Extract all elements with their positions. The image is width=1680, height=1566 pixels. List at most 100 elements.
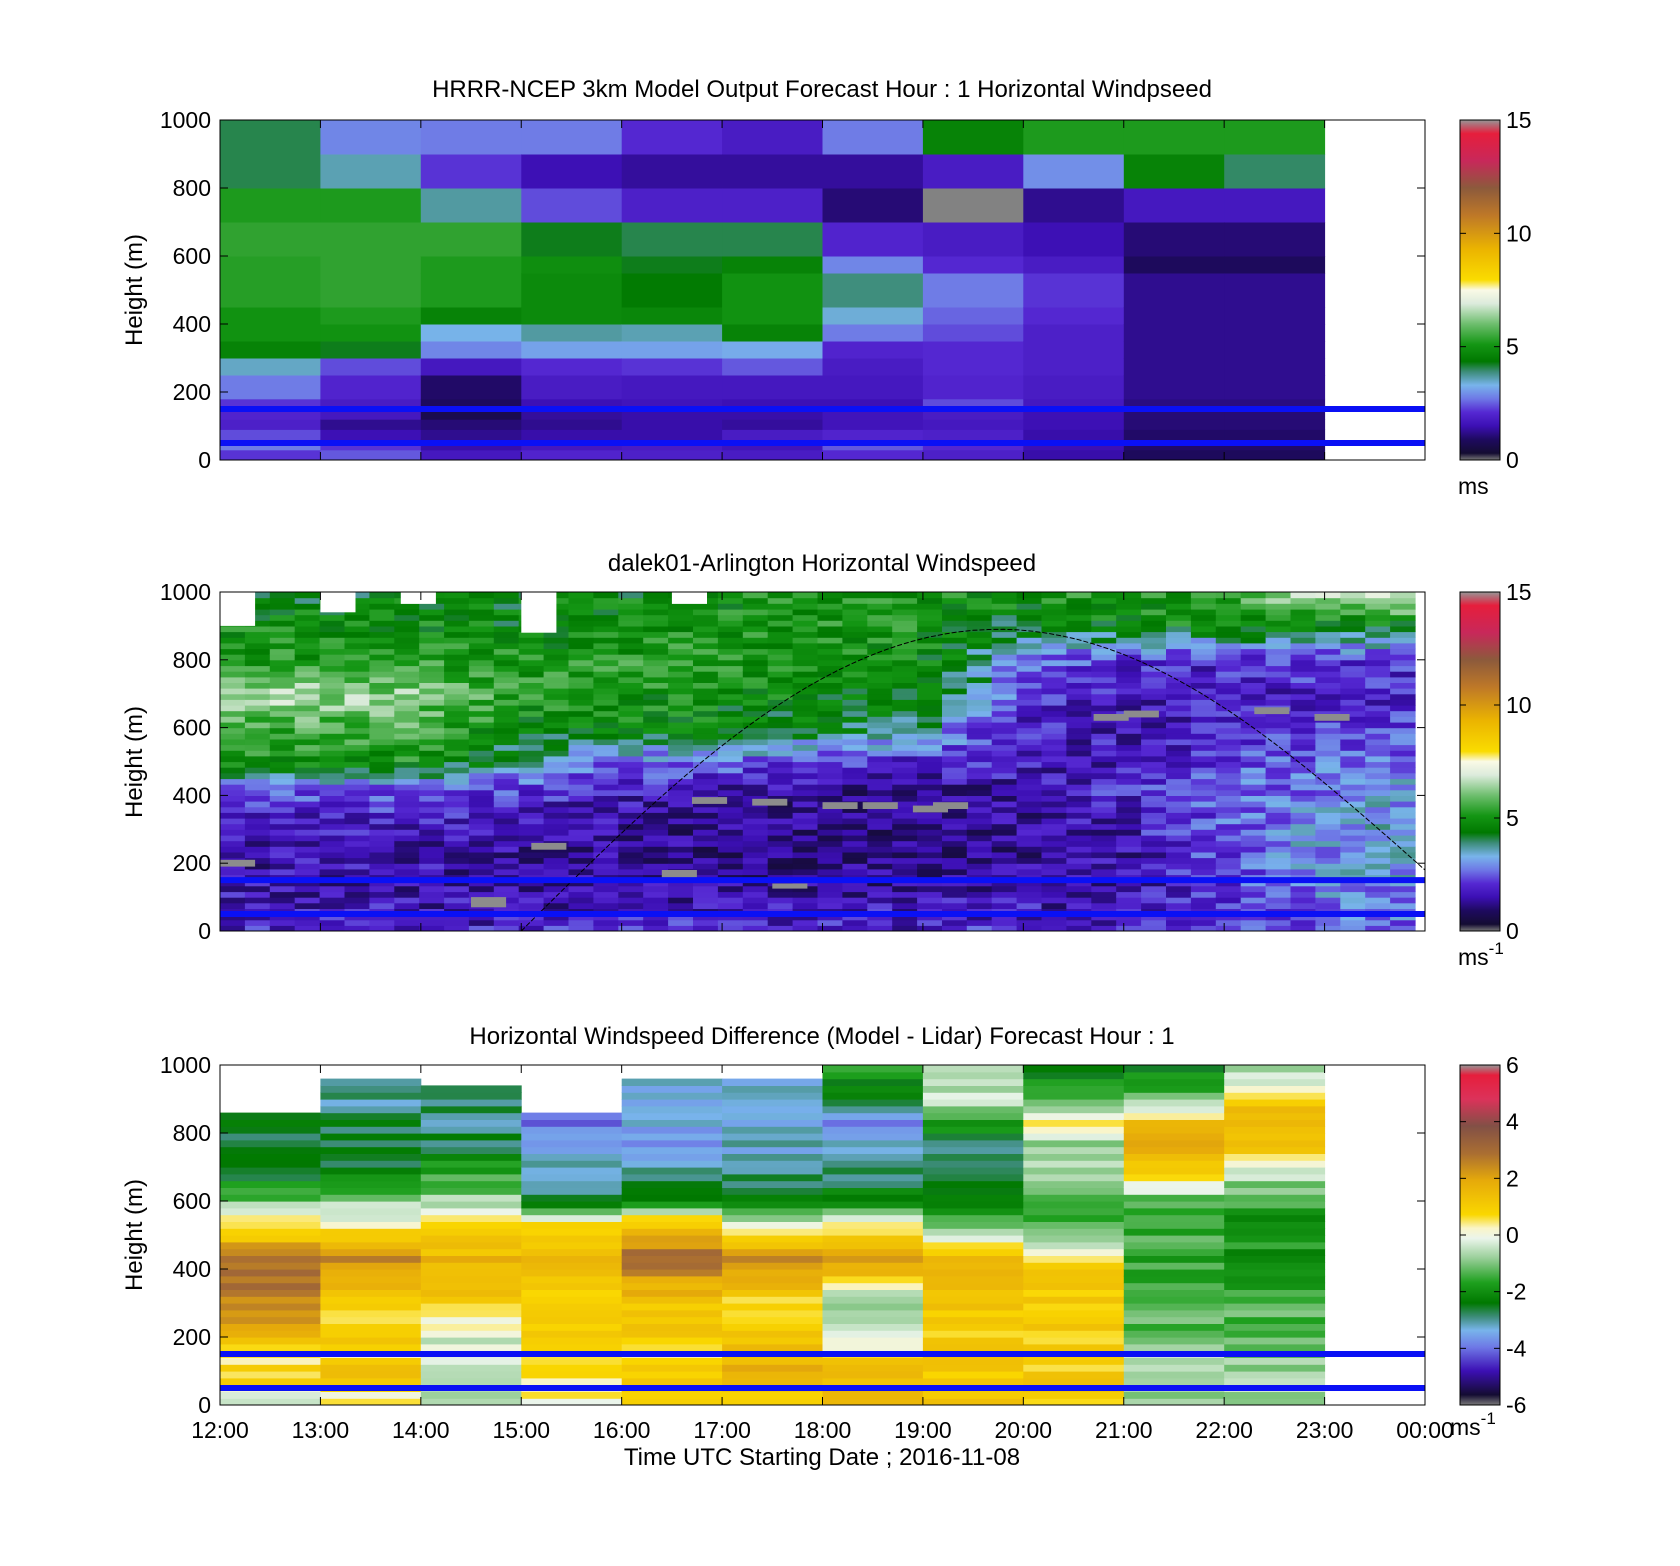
heatmap-cell [1190,682,1217,689]
heatmap-cell [444,597,470,604]
heatmap-cell [1340,863,1366,870]
heatmap-cell [922,1357,1024,1365]
heatmap-cell [269,603,296,610]
y-tick-label: 800 [173,1120,211,1146]
heatmap-cell [1215,880,1242,887]
heatmap-cell [1066,880,1092,887]
heatmap-cell [269,665,296,672]
heatmap-cell [966,625,993,633]
heatmap-cell [668,744,694,751]
heatmap-cell [693,699,719,706]
heatmap-cell [792,829,819,836]
heatmap-cell [1315,840,1341,847]
heatmap-cell [867,744,893,751]
heatmap-cell [1390,625,1416,633]
heatmap-cell [419,914,445,921]
heatmap-cell [344,925,370,931]
heatmap-cell [817,710,843,717]
heatmap-cell [1265,682,1292,689]
heatmap-cell [966,789,993,796]
heatmap-cell [369,885,395,893]
heatmap-cell [1340,609,1366,616]
heatmap-cell [369,863,395,870]
heatmap-cell [922,1146,1024,1154]
heatmap-cell [792,835,819,842]
heatmap-cell [1041,597,1067,604]
heatmap-cell [518,914,545,921]
heatmap-cell [717,648,744,655]
heatmap-cell [817,609,843,616]
heatmap-cell [1041,778,1067,785]
heatmap-cell [394,625,420,633]
heatmap-cell [444,840,470,847]
heatmap-cell [1365,857,1391,864]
heatmap-cell [244,778,271,785]
heatmap-cell [1190,823,1217,830]
heatmap-cell [1166,699,1192,706]
heatmap-cell [244,597,271,604]
heatmap-cell [693,603,719,610]
heatmap-cell [792,801,819,808]
heatmap-cell [1290,784,1316,791]
heatmap-cell [1066,654,1092,661]
heatmap-cell [518,812,545,819]
heatmap-cell [742,603,769,610]
heatmap-cell [1390,846,1416,853]
heatmap-cell [722,429,823,441]
heatmap-cell [319,902,346,909]
heatmap-cell [543,665,570,672]
heatmap-cell [966,767,993,774]
heatmap-cell [419,620,445,627]
heatmap-cell [693,772,719,780]
heatmap-cell [1123,1275,1225,1284]
heatmap-cell [618,693,644,700]
heatmap-cell [817,603,843,610]
heatmap-cell [220,891,246,898]
heatmap-cell [444,812,470,819]
heatmap-cell [444,592,470,599]
heatmap-cell [892,823,918,830]
heatmap-cell [344,755,370,763]
heatmap-cell [319,733,346,740]
heatmap-cell [1224,154,1326,189]
heatmap-cell [444,846,470,853]
heatmap-cell [444,897,470,904]
heatmap-cell [892,755,918,763]
heatmap-cell [294,795,321,802]
heatmap-cell [693,722,719,729]
heatmap-cell [1091,835,1117,842]
heatmap-cell [369,806,395,813]
heatmap-cell [1265,592,1292,599]
heatmap-cell [792,699,819,706]
heatmap-cell [1224,1112,1326,1120]
heatmap-cell [717,919,744,926]
heatmap-cell [1190,648,1217,655]
heatmap-cell [468,676,495,683]
heatmap-cell [244,801,271,808]
heatmap-cell [643,829,669,836]
heatmap-cell [1066,761,1092,768]
heatmap-cell [722,1194,823,1202]
heatmap-cell [1390,795,1416,802]
heatmap-cell [320,154,422,189]
heatmap-cell [792,784,819,791]
heatmap-cell [1190,846,1217,853]
x-tick-label: 18:00 [794,1417,852,1443]
heatmap-cell [344,868,370,876]
heatmap-cell [892,795,918,802]
heatmap-cell [1123,1180,1225,1188]
heatmap-cell [1066,642,1092,650]
heatmap-cell [792,614,819,621]
heatmap-cell [593,597,619,604]
heatmap-cell [1340,851,1366,859]
heatmap-cell [1091,614,1117,621]
heatmap-cell [419,750,445,757]
heatmap-cell [867,614,893,621]
heatmap-cell [1123,324,1225,342]
heatmap-cell [668,705,694,712]
heatmap-cell [1023,1255,1125,1263]
heatmap-cell [468,716,495,723]
heatmap-cell [344,914,370,921]
heatmap-cell [1091,625,1117,633]
heatmap-cell [420,1309,522,1318]
